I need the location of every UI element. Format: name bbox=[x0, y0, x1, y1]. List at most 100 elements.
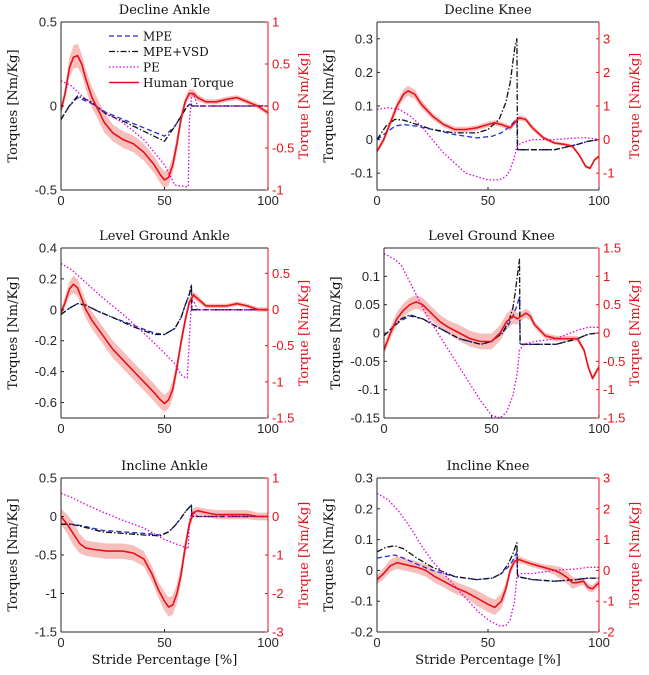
y-tick-label: 0.1 bbox=[362, 269, 380, 284]
y-tick-label: -0.1 bbox=[351, 594, 373, 609]
x-tick-label: 100 bbox=[257, 635, 279, 650]
y-tick-label: 0 bbox=[50, 302, 57, 317]
legend-label-pe: PE bbox=[143, 61, 160, 75]
y-tick-label: -0.5 bbox=[35, 183, 57, 198]
x-axis-label: Stride Percentage [%] bbox=[415, 653, 561, 668]
plot-area bbox=[61, 262, 268, 413]
y2-tick-label: -1 bbox=[272, 183, 284, 198]
plot-area bbox=[61, 492, 268, 617]
y2-axis-label: Torque [Nm/Kg] bbox=[297, 53, 312, 159]
y-axis-label: Torques [Nm/Kg] bbox=[6, 276, 21, 389]
y2-tick-label: 0 bbox=[272, 99, 279, 114]
y2-tick-label: -1 bbox=[603, 166, 615, 181]
y2-tick-label: -0.5 bbox=[272, 141, 294, 156]
y-tick-label: -0.1 bbox=[358, 382, 380, 397]
y-tick-label: -0.15 bbox=[350, 411, 380, 426]
y2-tick-label: 2 bbox=[603, 65, 610, 80]
y2-axis-label: Torque [Nm/Kg] bbox=[628, 280, 643, 386]
panel-title: Incline Ankle bbox=[121, 459, 208, 474]
y2-tick-label: -1 bbox=[603, 594, 615, 609]
series-line-mpe-vsd bbox=[377, 38, 599, 151]
y-axis-label: Torques [Nm/Kg] bbox=[322, 498, 337, 611]
y-tick-label: 0 bbox=[50, 99, 57, 114]
y-tick-label: -0.1 bbox=[351, 166, 373, 181]
series-line-mpe-vsd bbox=[384, 258, 599, 345]
y2-tick-label: 3 bbox=[603, 471, 610, 486]
series-line-pe bbox=[61, 262, 268, 379]
panel-incline-knee: 0 50 100 -0.2 -0.1 0 0.1 0.2 0.3 -2 -1 0 1 2 3 Incline … bbox=[322, 459, 643, 668]
y2-tick-label: -1 bbox=[272, 374, 284, 389]
panel-title: Decline Knee bbox=[444, 3, 532, 18]
y2-tick-label: 0 bbox=[603, 563, 610, 578]
y2-tick-label: -1.5 bbox=[272, 411, 294, 426]
plot-area bbox=[61, 43, 268, 189]
y2-tick-label: 1 bbox=[603, 269, 610, 284]
y2-tick-label: -1 bbox=[603, 382, 615, 397]
y2-tick-label: 0 bbox=[603, 326, 610, 341]
legend-label-mpe: MPE bbox=[143, 30, 172, 44]
y2-tick-label: 1.5 bbox=[603, 241, 621, 256]
y2-tick-label: -2 bbox=[272, 586, 284, 601]
y2-tick-label: 2 bbox=[603, 501, 610, 516]
series-band-human-torque bbox=[384, 295, 599, 382]
series-band-human-torque bbox=[377, 555, 599, 616]
y2-tick-label: 1 bbox=[603, 532, 610, 547]
series-line-human-torque bbox=[61, 283, 268, 405]
y2-tick-label: -0.5 bbox=[272, 338, 294, 353]
panel-title: Level Ground Knee bbox=[428, 229, 555, 244]
y-tick-label: -0.05 bbox=[350, 354, 380, 369]
y2-tick-label: -1.5 bbox=[603, 411, 625, 426]
plot-area bbox=[377, 492, 599, 627]
panel-incline-ankle: 0 50 100 -1.5 -1 -0.5 0 0.5 -3 -2 -1 0 1 Incline Ankl… bbox=[6, 459, 312, 668]
y-tick-label: -0.2 bbox=[35, 333, 57, 348]
series-band-human-torque bbox=[377, 85, 599, 170]
panel-title: Level Ground Ankle bbox=[99, 229, 230, 244]
series-line-human-torque bbox=[384, 301, 599, 380]
panel-level-ground-knee: 0 50 100 -0.15 -0.1 -0.05 0 0.05 0.1 -1.5 -1 -0.5 0 0… bbox=[329, 229, 643, 436]
y2-tick-label: 1 bbox=[272, 471, 279, 486]
plot-area bbox=[384, 253, 599, 418]
y-tick-label: -0.6 bbox=[35, 395, 57, 410]
x-axis-label: Stride Percentage [%] bbox=[92, 653, 238, 668]
y-tick-label: 0.2 bbox=[39, 271, 57, 286]
x-tick-label: 100 bbox=[588, 635, 610, 650]
panel-title: Decline Ankle bbox=[119, 3, 211, 18]
y2-tick-label: 1 bbox=[603, 99, 610, 114]
y-tick-label: -0.2 bbox=[351, 625, 373, 640]
y-tick-label: -0.5 bbox=[35, 548, 57, 563]
y-tick-label: 0.05 bbox=[355, 297, 380, 312]
series-line-human-torque bbox=[377, 90, 599, 169]
y2-axis-label: Torque [Nm/Kg] bbox=[297, 280, 312, 386]
y-tick-label: 0.1 bbox=[355, 99, 373, 114]
series-line-mpe-vsd bbox=[61, 284, 268, 336]
series-line-mpe-vsd bbox=[377, 542, 599, 582]
x-tick-label: 100 bbox=[588, 421, 610, 436]
y-tick-label: 0 bbox=[50, 509, 57, 524]
y2-tick-label: -3 bbox=[272, 625, 284, 640]
y2-axis-label: Torque [Nm/Kg] bbox=[628, 53, 643, 159]
y2-tick-label: 0 bbox=[272, 302, 279, 317]
series-line-mpe bbox=[384, 295, 599, 345]
x-tick-label: 0 bbox=[373, 193, 380, 208]
series-line-pe bbox=[377, 492, 599, 627]
series-line-human-torque bbox=[61, 54, 268, 181]
series-band-human-torque bbox=[61, 275, 268, 413]
x-tick-label: 0 bbox=[57, 193, 64, 208]
y-tick-label: 0.3 bbox=[355, 471, 373, 486]
y-tick-label: 0.5 bbox=[39, 471, 57, 486]
y-tick-label: 0.4 bbox=[39, 241, 57, 256]
series-line-mpe-vsd bbox=[61, 504, 268, 537]
x-tick-label: 0 bbox=[57, 421, 64, 436]
x-tick-label: 100 bbox=[588, 193, 610, 208]
x-tick-label: 0 bbox=[373, 635, 380, 650]
y-tick-label: 0.2 bbox=[355, 65, 373, 80]
legend-label-mpe-vsd: MPE+VSD bbox=[143, 45, 209, 59]
x-tick-label: 50 bbox=[481, 193, 495, 208]
y2-tick-label: 1 bbox=[272, 15, 279, 30]
legend-label-human-torque: Human Torque bbox=[143, 76, 234, 90]
y2-tick-label: 3 bbox=[603, 31, 610, 46]
